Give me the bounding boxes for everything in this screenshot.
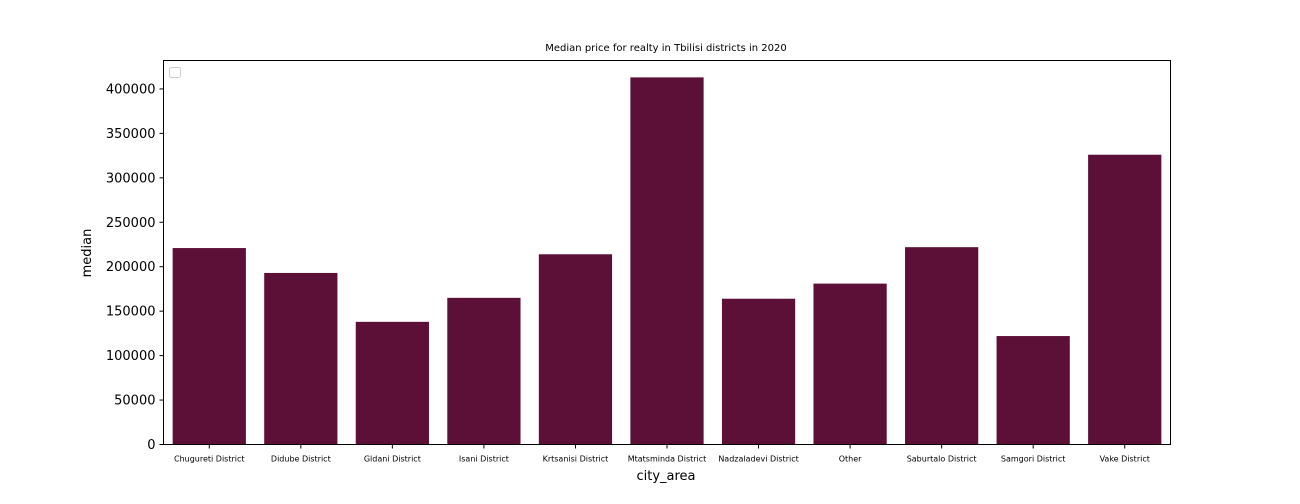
x-tick-label: Krtsanisi District — [543, 455, 609, 464]
x-tick-label: Gldani District — [364, 455, 421, 464]
y-tick-label: 250000 — [106, 216, 156, 231]
bar — [1088, 154, 1162, 445]
x-tick-label: Vake District — [1100, 455, 1150, 464]
bar — [538, 254, 613, 445]
y-axis-label: median — [80, 229, 95, 278]
plot-frame — [163, 60, 1171, 445]
x-tick-label: Didube District — [271, 455, 331, 464]
x-tick-label: Nadzaladevi District — [718, 455, 798, 464]
y-axis-ticks: 0 50000 100000 150000 200000 250000 300000 3500… — [106, 82, 164, 453]
y-tick-label: 150000 — [106, 305, 156, 320]
bar — [905, 247, 979, 445]
y-tick-label: 100000 — [106, 349, 156, 364]
y-tick-label: 200000 — [106, 260, 156, 275]
x-tick-label: Mtatsminda District — [628, 455, 707, 464]
bar — [996, 336, 1070, 445]
bar — [447, 297, 521, 445]
bars-layer — [172, 77, 1162, 445]
x-tick-label: Other — [839, 455, 862, 464]
x-tick-label: Isani District — [459, 455, 509, 464]
x-axis-label: city_area — [636, 469, 695, 484]
y-tick-label: 350000 — [106, 127, 156, 142]
empty-legend-box — [169, 67, 181, 78]
x-tick-label: Chugureti District — [174, 455, 245, 464]
bar — [630, 77, 704, 445]
y-tick-label: 0 — [147, 438, 155, 453]
y-tick-label: 300000 — [106, 171, 156, 186]
bar — [721, 298, 796, 445]
y-tick-label: 400000 — [106, 82, 156, 97]
bar — [355, 321, 429, 445]
chart-title: Median price for realty in Tbilisi distr… — [545, 43, 786, 54]
bar — [264, 272, 338, 445]
y-tick-label: 50000 — [114, 394, 155, 409]
x-tick-label: Samgori District — [1001, 455, 1066, 464]
bar — [172, 248, 246, 445]
x-tick-label: Saburtalo District — [907, 455, 977, 464]
bar — [813, 283, 887, 445]
x-axis-ticks: Chugureti District Didube District Gldani … — [174, 444, 1150, 464]
